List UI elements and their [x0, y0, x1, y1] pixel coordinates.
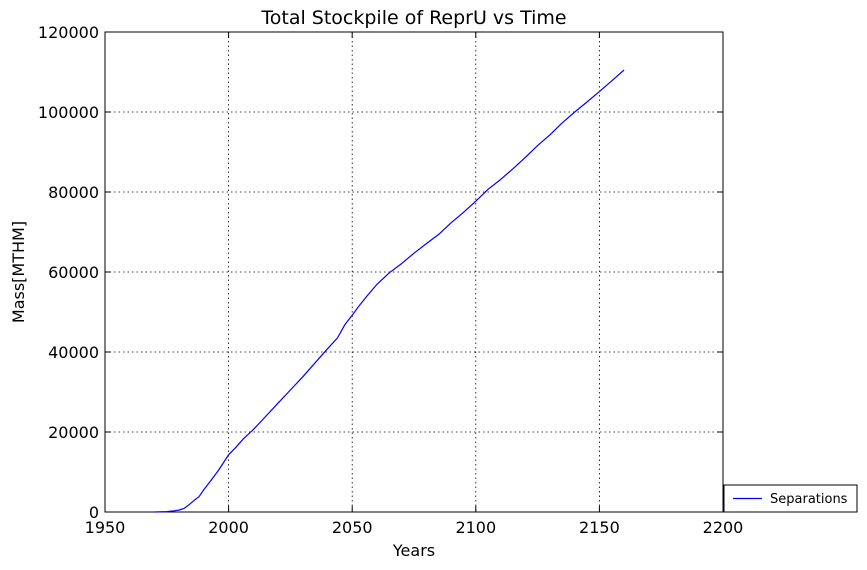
legend-label-separations: Separations — [770, 492, 848, 507]
series-layer — [154, 69, 625, 513]
legend: Separations — [723, 484, 858, 513]
x-axis-ticks: 1950 2000 2050 2100 2150 2200 — [85, 32, 744, 537]
series-line-separations — [154, 69, 625, 513]
x-tick-label: 1950 — [85, 518, 126, 537]
plot-area — [104, 31, 724, 513]
chart-title: Total Stockpile of ReprU vs Time — [260, 7, 566, 29]
x-tick-label: 2150 — [579, 518, 620, 537]
x-tick-label: 2050 — [332, 518, 373, 537]
y-tick-label: 120000 — [38, 23, 99, 42]
x-axis-label: Years — [392, 541, 435, 560]
y-axis-label: Mass[MTHM] — [9, 221, 28, 323]
grid-lines — [105, 32, 723, 512]
x-tick-label: 2000 — [208, 518, 249, 537]
y-tick-label: 20000 — [48, 423, 99, 442]
y-tick-label: 60000 — [48, 263, 99, 282]
y-tick-label: 0 — [89, 503, 99, 522]
y-tick-label: 40000 — [48, 343, 99, 362]
x-tick-label: 2100 — [455, 518, 496, 537]
x-tick-label: 2200 — [703, 518, 744, 537]
y-tick-label: 100000 — [38, 103, 99, 122]
y-axis-ticks: 0 20000 40000 60000 80000 100000 120000 — [38, 23, 723, 522]
y-tick-label: 80000 — [48, 183, 99, 202]
